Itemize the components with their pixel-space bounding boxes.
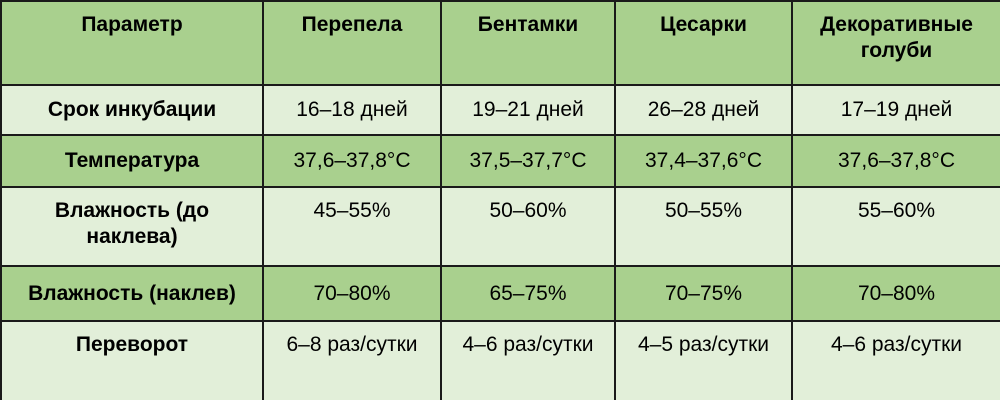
- table-cell: 37,6–37,8°C: [262, 134, 442, 188]
- table-cell: 50–55%: [614, 186, 793, 267]
- header-row: Параметр Перепела Бентамки Цесарки Декоратив…: [0, 0, 1000, 86]
- table-cell: 37,4–37,6°C: [614, 134, 793, 188]
- table-cell: 37,5–37,7°C: [440, 134, 616, 188]
- table-row: Срок инкубации 16–18 дней 19–21 дней 26–28 …: [0, 84, 1000, 136]
- header-cell: Перепела: [262, 0, 442, 86]
- row-label: Температура: [0, 134, 264, 188]
- table-cell: 17–19 дней: [791, 84, 1000, 136]
- row-label: Влажность (до наклева): [0, 186, 264, 267]
- row-label: Срок инкубации: [0, 84, 264, 136]
- table-cell: 6–8 раз/сутки: [262, 320, 442, 400]
- table-cell: 19–21 дней: [440, 84, 616, 136]
- table-body: Срок инкубации 16–18 дней 19–21 дней 26–28 …: [0, 84, 1000, 400]
- table-head: Параметр Перепела Бентамки Цесарки Декоратив…: [0, 0, 1000, 86]
- table-row: Переворот 6–8 раз/сутки 4–6 раз/сутки 4–5 р…: [0, 320, 1000, 400]
- table-cell: 37,6–37,8°C: [791, 134, 1000, 188]
- header-cell: Параметр: [0, 0, 264, 86]
- table-cell: 65–75%: [440, 265, 616, 322]
- header-cell: Цесарки: [614, 0, 793, 86]
- table-cell: 70–80%: [791, 265, 1000, 322]
- table-row: Температура 37,6–37,8°C 37,5–37,7°C 37,4–37…: [0, 134, 1000, 188]
- table-cell: 50–60%: [440, 186, 616, 267]
- table-cell: 70–75%: [614, 265, 793, 322]
- table-cell: 55–60%: [791, 186, 1000, 267]
- header-cell: Декоративные голуби: [791, 0, 1000, 86]
- header-cell: Бентамки: [440, 0, 616, 86]
- row-label: Влажность (наклев): [0, 265, 264, 322]
- table-cell: 45–55%: [262, 186, 442, 267]
- table-cell: 16–18 дней: [262, 84, 442, 136]
- table-row: Влажность (наклев) 70–80% 65–75% 70–75% 70–8…: [0, 265, 1000, 322]
- table-cell: 26–28 дней: [614, 84, 793, 136]
- row-label: Переворот: [0, 320, 264, 400]
- table-row: Влажность (до наклева) 45–55% 50–60% 50–55%…: [0, 186, 1000, 267]
- table-cell: 4–5 раз/сутки: [614, 320, 793, 400]
- table-cell: 70–80%: [262, 265, 442, 322]
- table-cell: 4–6 раз/сутки: [791, 320, 1000, 400]
- table-cell: 4–6 раз/сутки: [440, 320, 616, 400]
